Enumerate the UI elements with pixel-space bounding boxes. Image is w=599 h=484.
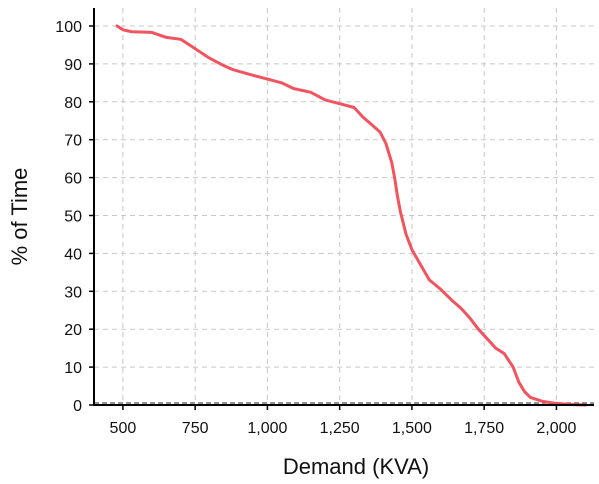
x-axis-title: Demand (KVA)	[283, 454, 429, 479]
grid-lines-x	[122, 8, 557, 405]
y-tick-label-7: 70	[64, 133, 82, 150]
y-tick-label-3: 30	[64, 284, 82, 301]
y-tick-label-2: 20	[64, 322, 82, 339]
y-tick-label-4: 40	[64, 246, 82, 263]
y-axis-ticks: 0 10 20 30 40 50 60 70 80 90 100	[55, 19, 94, 415]
y-tick-label-9: 90	[64, 57, 82, 74]
y-tick-label-5: 50	[64, 209, 82, 226]
y-tick-label-1: 10	[64, 360, 82, 377]
y-tick-label-6: 60	[64, 171, 82, 188]
grid-lines-y	[94, 25, 594, 368]
x-tick-label-4: 1,500	[392, 420, 432, 437]
y-tick-label-8: 80	[64, 95, 82, 112]
x-tick-label-1: 750	[182, 420, 209, 437]
x-axis-ticks: 500 750 1,000 1,250 1,500 1,750 2,000	[110, 405, 577, 437]
x-tick-label-6: 2,000	[536, 420, 576, 437]
y-tick-label-10: 100	[55, 19, 82, 36]
y-axis-title: % of Time	[7, 168, 32, 266]
y-tick-label-0: 0	[73, 398, 82, 415]
x-tick-label-3: 1,250	[320, 420, 360, 437]
x-tick-label-0: 500	[110, 420, 137, 437]
x-tick-label-5: 1,750	[464, 420, 504, 437]
x-tick-label-2: 1,000	[247, 420, 287, 437]
series-line	[115, 24, 587, 407]
